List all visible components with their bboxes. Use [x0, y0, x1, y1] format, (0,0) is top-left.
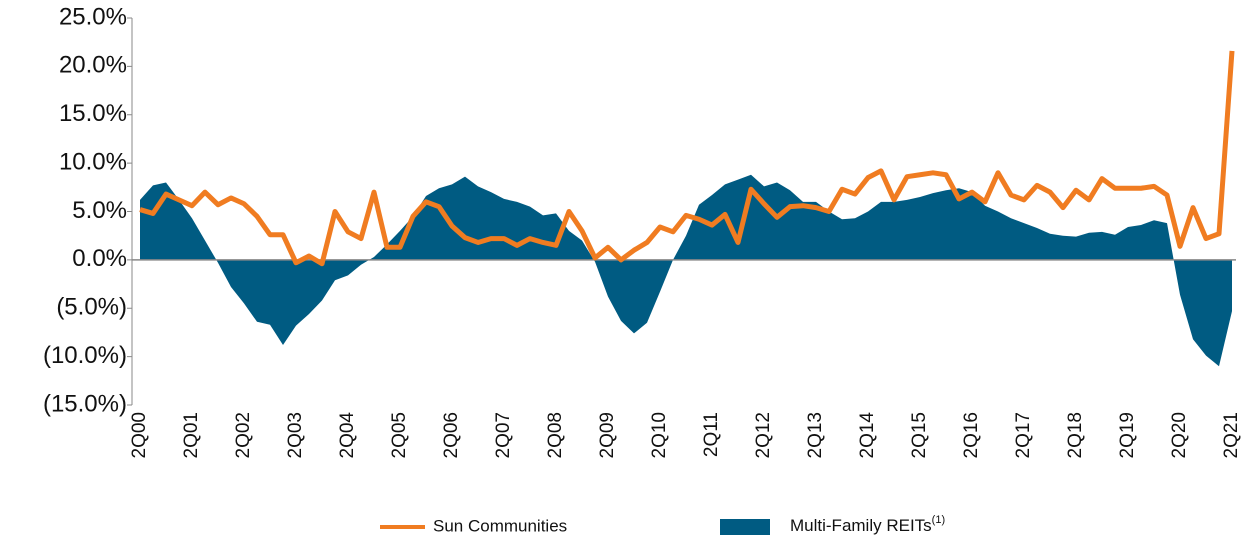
- x-tick-label: 2Q12: [753, 412, 774, 458]
- y-tick-label: 20.0%: [59, 52, 127, 79]
- legend-label-superscript: (1): [932, 514, 945, 526]
- x-tick-label: 2Q02: [233, 412, 254, 458]
- x-tick-label: 2Q10: [649, 412, 670, 458]
- y-tick-label: 15.0%: [59, 100, 127, 127]
- x-tick-label: 2Q00: [129, 412, 150, 458]
- x-tick-label: 2Q15: [909, 412, 930, 458]
- x-tick-label: 2Q06: [441, 412, 462, 458]
- x-tick-label: 2Q03: [285, 412, 306, 458]
- y-tick-label: (5.0%): [56, 294, 127, 321]
- y-tick-label: 0.0%: [72, 245, 127, 272]
- x-tick-label: 2Q18: [1065, 412, 1086, 458]
- y-tick-label: (10.0%): [43, 342, 127, 369]
- line: [139, 50, 1235, 267]
- x-tick-label: 2Q13: [805, 412, 826, 458]
- x-tick-label: 2Q17: [1013, 412, 1034, 458]
- y-tick-label: 10.0%: [59, 148, 127, 175]
- x-tick-label: 2Q09: [597, 412, 618, 458]
- x-tick-label: 2Q08: [545, 412, 566, 458]
- x-tick-label: 2Q07: [493, 412, 514, 458]
- legend-label: Sun Communities: [433, 516, 567, 535]
- x-tick-label: 2Q11: [701, 412, 722, 457]
- x-tick-label: 2Q01: [181, 412, 202, 458]
- legend-swatch: [720, 519, 770, 535]
- x-tick-label: 2Q20: [1169, 412, 1190, 458]
- x-tick-label: 2Q16: [961, 412, 982, 458]
- x-tick-label: 2Q19: [1117, 412, 1138, 458]
- x-tick-label: 2Q05: [389, 412, 410, 458]
- y-tick-label: (15.0%): [43, 390, 127, 417]
- y-tick-label: 5.0%: [72, 197, 127, 224]
- x-tick-label: 2Q21: [1221, 412, 1242, 458]
- y-tick-label: 25.0%: [59, 3, 127, 30]
- x-tick-label: 2Q14: [857, 412, 878, 459]
- legend-label: Multi-Family REITs(1): [790, 514, 945, 536]
- x-tick-label: 2Q04: [337, 412, 358, 459]
- legend-label-name: Multi-Family REITs: [790, 516, 932, 535]
